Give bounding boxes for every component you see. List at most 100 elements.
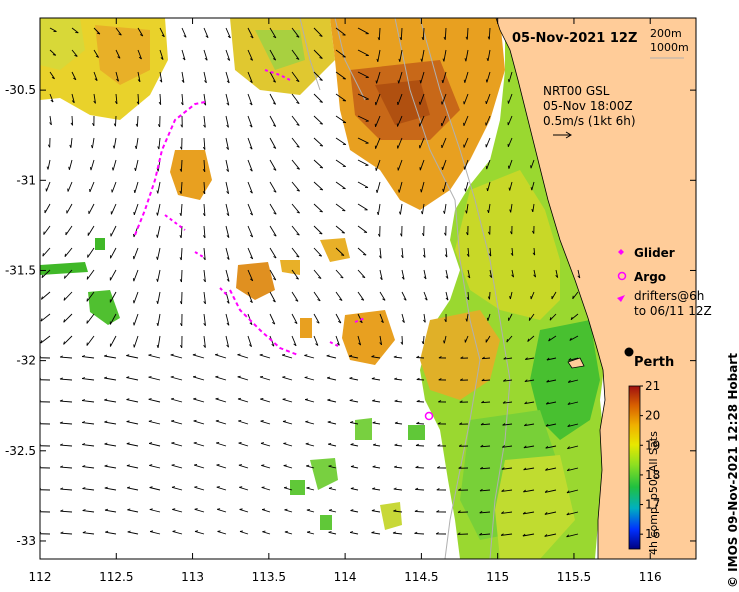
current-arrow-head: [136, 101, 140, 105]
current-arrow: [416, 357, 425, 359]
current-arrow-head: [137, 79, 141, 83]
current-arrow: [93, 27, 101, 35]
current-arrow-head: [60, 509, 64, 512]
current-arrow: [328, 487, 337, 491]
current-arrow-head: [104, 376, 108, 379]
current-arrow-head: [104, 354, 108, 357]
current-arrow: [137, 49, 142, 60]
current-arrow: [328, 531, 337, 535]
current-arrow-head: [479, 532, 483, 536]
current-arrow: [170, 376, 183, 381]
current-arrow-head: [202, 191, 206, 195]
current-arrow: [112, 159, 117, 171]
current-arrow-head: [239, 486, 243, 488]
current-arrow-head: [59, 377, 63, 380]
current-arrow: [335, 269, 344, 279]
current-arrow-head: [422, 254, 426, 258]
current-arrow: [110, 203, 117, 215]
current-arrow: [357, 93, 369, 100]
current-arrow: [372, 422, 381, 425]
current-arrow: [304, 377, 315, 381]
current-arrow: [306, 487, 315, 491]
current-arrow-head: [463, 79, 466, 83]
current-arrow: [180, 225, 183, 238]
current-arrow-head: [203, 323, 206, 326]
current-arrow: [225, 115, 229, 128]
current-arrow-head: [319, 35, 323, 37]
current-arrow: [544, 511, 557, 515]
current-arrow: [423, 291, 428, 301]
current-arrow: [225, 335, 230, 348]
current-arrow-head: [306, 531, 311, 533]
current-arrow: [63, 335, 73, 345]
current-arrow: [479, 533, 491, 536]
current-arrow-head: [156, 344, 159, 348]
current-arrow: [507, 93, 513, 104]
argo-legend-icon: [617, 271, 627, 281]
current-arrow: [509, 291, 513, 300]
current-arrow: [259, 354, 271, 359]
current-arrow: [180, 181, 183, 194]
current-arrow: [357, 159, 369, 166]
current-arrow: [523, 489, 535, 493]
current-arrow: [397, 159, 403, 171]
current-arrow-head: [170, 397, 175, 400]
current-arrow-head: [273, 234, 277, 237]
current-legend-time: 05-Nov 18:00Z: [543, 99, 633, 113]
current-arrow-head: [304, 354, 308, 356]
current-arrow: [148, 442, 161, 447]
current-arrow: [335, 115, 347, 124]
current-arrow: [127, 531, 139, 535]
current-arrow-head: [479, 488, 483, 492]
argo-legend-label: Argo: [634, 270, 666, 284]
current-arrow-head: [262, 508, 266, 511]
current-arrow-head: [40, 318, 43, 322]
current-arrow: [335, 335, 340, 346]
current-arrow-head: [149, 530, 154, 533]
current-arrow-head: [183, 35, 187, 38]
current-arrow: [357, 335, 362, 346]
current-arrow-head: [46, 166, 49, 170]
current-arrow-head: [377, 37, 380, 41]
current-arrow: [109, 269, 117, 281]
current-arrow-head: [319, 144, 323, 147]
current-arrow-head: [193, 397, 197, 400]
current-arrow: [463, 137, 469, 148]
current-arrow: [237, 376, 249, 381]
current-arrow-head: [443, 36, 446, 40]
current-arrow: [313, 225, 323, 235]
current-arrow-head: [306, 486, 310, 489]
current-arrow: [313, 313, 320, 324]
current-arrow-head: [401, 276, 405, 280]
current-arrow-head: [531, 208, 534, 213]
current-arrow: [379, 247, 382, 259]
current-arrow-head: [567, 446, 570, 450]
x-tick-label: 114.5: [404, 570, 438, 584]
current-arrow: [394, 444, 403, 447]
current-arrow: [82, 510, 95, 513]
current-arrow-head: [133, 233, 135, 238]
current-arrow-head: [296, 145, 300, 148]
current-arrow: [237, 354, 249, 359]
current-arrow: [420, 71, 425, 84]
current-arrow-head: [566, 490, 570, 494]
current-arrow: [313, 247, 323, 257]
current-arrow: [502, 401, 513, 404]
current-arrow-head: [52, 54, 56, 56]
current-arrow: [313, 291, 321, 302]
current-arrow: [568, 379, 579, 383]
current-arrow-head: [415, 443, 419, 446]
current-arrow-head: [486, 57, 489, 62]
current-arrow-head: [215, 375, 219, 378]
current-arrow-head: [502, 423, 506, 426]
current-arrow: [126, 399, 139, 403]
current-arrow: [82, 356, 95, 359]
current-arrow-head: [179, 146, 183, 150]
current-arrow-head: [282, 354, 286, 356]
current-arrow-head: [172, 508, 176, 510]
current-arrow: [445, 269, 449, 279]
current-arrow: [423, 269, 427, 280]
current-arrow-head: [372, 421, 376, 424]
current-arrow: [291, 159, 300, 170]
current-arrow: [269, 115, 277, 127]
